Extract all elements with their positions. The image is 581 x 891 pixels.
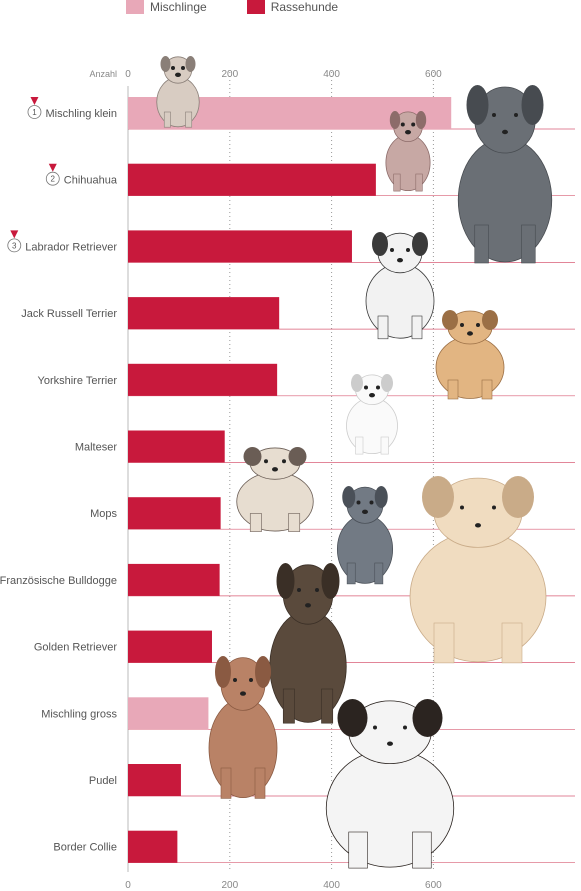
tick-label-bottom: 200	[221, 880, 238, 891]
dog-illustration-icon	[435, 310, 505, 400]
bar	[128, 563, 220, 596]
dog-illustration-icon	[385, 111, 431, 192]
legend-item-rassehunde: Rassehunde	[246, 0, 339, 14]
tick-label-bottom: 0	[125, 880, 131, 891]
dog-illustration-icon	[269, 563, 347, 724]
dog-illustration-icon	[336, 486, 394, 585]
bar	[128, 163, 376, 196]
medal-icon	[30, 97, 39, 105]
category-label: Mops	[90, 508, 117, 520]
tick-label-bottom: 600	[425, 880, 442, 891]
bar	[128, 297, 280, 330]
dog-illustration-icon	[457, 85, 553, 264]
legend-swatch-rassehunde	[246, 0, 265, 14]
bar	[128, 697, 209, 730]
bar	[128, 430, 225, 463]
category-label: Malteser	[75, 442, 118, 454]
medal-icon	[10, 230, 19, 239]
bar	[128, 230, 352, 263]
category-label: Mischling klein	[45, 108, 117, 120]
bar	[128, 830, 178, 863]
category-label: Golden Retriever	[34, 642, 117, 654]
medal-rank: 2	[51, 175, 56, 184]
tick-label-top: 0	[125, 69, 131, 80]
dog-illustration-icon	[346, 374, 398, 455]
bar	[128, 630, 212, 663]
tick-label-top: 600	[425, 69, 442, 80]
medal-icon	[45, 171, 60, 186]
tick-label-bottom: 400	[323, 880, 340, 891]
category-label: Jack Russell Terrier	[21, 308, 117, 320]
legend-swatch-mischlinge	[126, 0, 144, 14]
legend-label-rassehunde: Rassehunde	[270, 0, 339, 14]
dog-illustration-icon	[208, 656, 278, 799]
axis-label: Anzahl	[89, 69, 117, 79]
medal-rank: 3	[12, 241, 17, 250]
medal-icon	[27, 105, 42, 119]
dog-illustration-icon	[325, 699, 455, 869]
category-label: Mischling gross	[41, 708, 117, 720]
dog-illustration-icon	[365, 232, 435, 340]
dog-illustration-icon	[156, 56, 200, 128]
category-label: Französische Bulldogge	[0, 575, 117, 587]
category-label: Border Collie	[53, 842, 117, 854]
medal-icon	[7, 238, 22, 253]
legend-label-mischlinge: Mischlinge	[150, 0, 207, 14]
legend-item-mischlinge: Mischlinge	[126, 0, 207, 14]
bar	[128, 363, 278, 396]
dog-illustration-icon	[236, 447, 314, 532]
dog-illustration-icon	[409, 476, 547, 664]
tick-label-top: 400	[323, 69, 340, 80]
bar	[128, 497, 221, 530]
category-label: Pudel	[89, 775, 117, 787]
category-label: Chihuahua	[64, 175, 118, 187]
tick-label-top: 200	[221, 69, 238, 80]
category-label: Labrador Retriever	[25, 241, 117, 253]
bar	[128, 764, 181, 796]
category-label: Yorkshire Terrier	[38, 375, 118, 387]
legend: Mischlinge Rassehunde	[126, 0, 338, 14]
medal-rank: 1	[32, 108, 37, 117]
medal-icon	[48, 163, 57, 172]
